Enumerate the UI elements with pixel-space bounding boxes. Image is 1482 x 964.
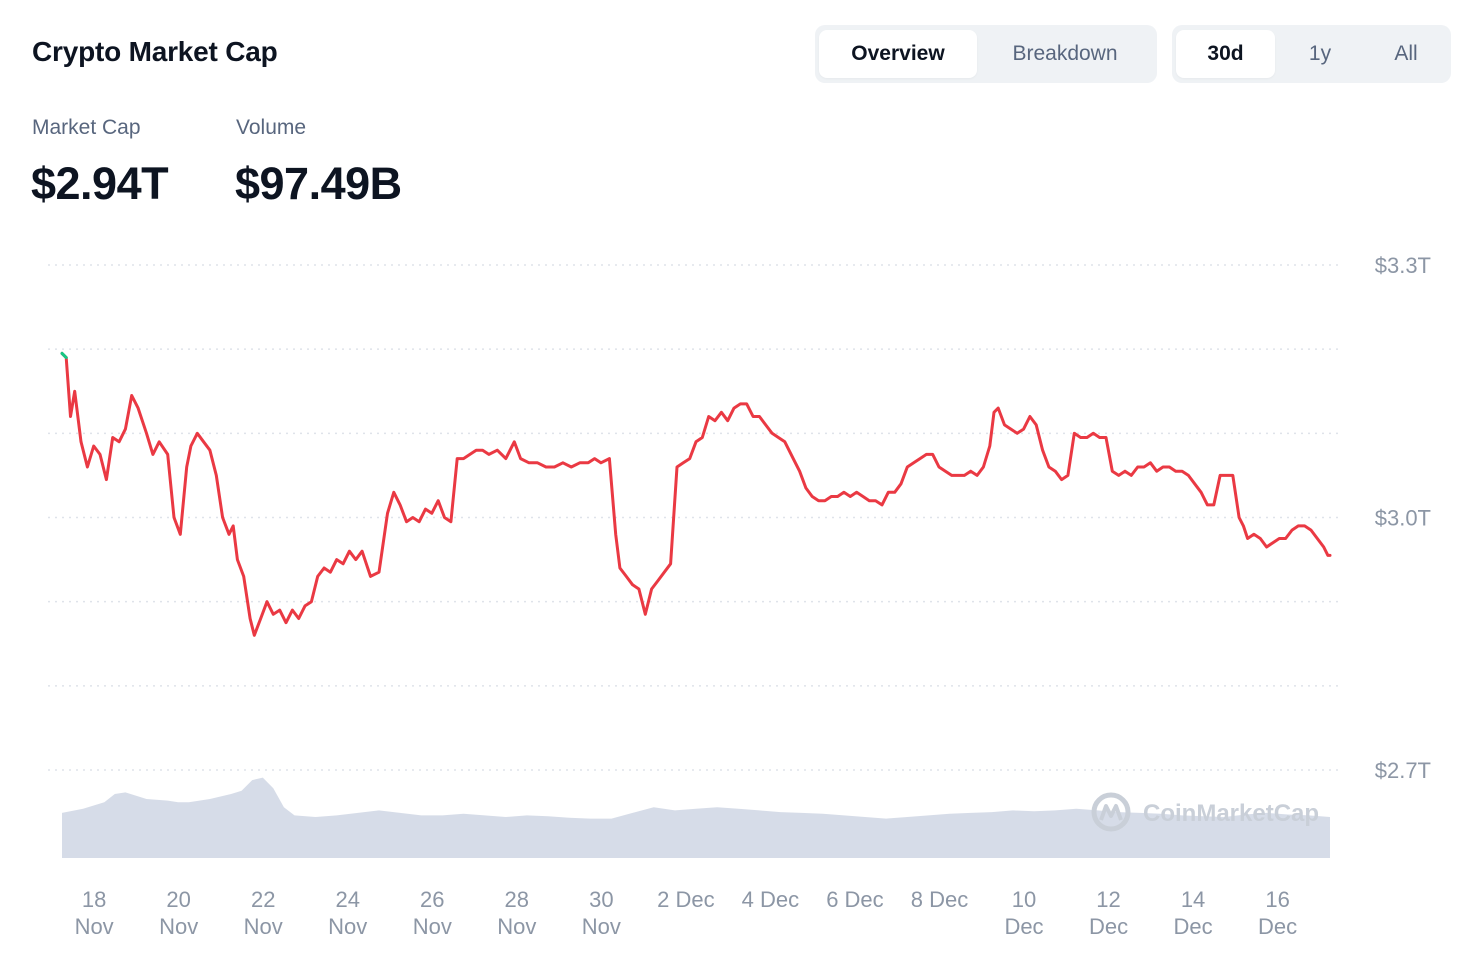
x-tick-sublabel: Dec: [1004, 914, 1043, 939]
price-line-start-segment: [60, 351, 68, 360]
x-tick-sublabel: Nov: [413, 914, 452, 939]
price-line-series: [60, 351, 1332, 637]
page-title: Crypto Market Cap: [32, 36, 278, 67]
x-tick-label: 4 Dec: [742, 887, 799, 912]
x-tick-sublabel: Nov: [75, 914, 114, 939]
tab-overview[interactable]: Overview: [819, 30, 977, 78]
x-tick-sublabel: Dec: [1174, 914, 1213, 939]
x-tick-label: 6 Dec: [826, 887, 883, 912]
x-tick-label: 28: [505, 887, 529, 912]
view-toggle: Overview Breakdown: [815, 25, 1157, 83]
volume-area-fill: [62, 777, 1330, 858]
market-cap-value: $2.94T: [31, 158, 169, 209]
x-tick-sublabel: Dec: [1089, 914, 1128, 939]
y-tick-label: $2.7T: [1375, 758, 1431, 783]
volume-area: [62, 777, 1330, 858]
volume-value: $97.49B: [235, 158, 402, 209]
x-tick-sublabel: Dec: [1258, 914, 1297, 939]
range-all-button[interactable]: All: [1394, 42, 1418, 65]
market-cap-line: [60, 351, 1332, 637]
y-tick-label: $3.0T: [1375, 506, 1431, 531]
x-tick-label: 26: [420, 887, 444, 912]
x-tick-label: 2 Dec: [657, 887, 714, 912]
market-cap-label: Market Cap: [32, 116, 141, 139]
x-tick-sublabel: Nov: [159, 914, 198, 939]
x-tick-label: 18: [82, 887, 106, 912]
watermark-text: CoinMarketCap: [1143, 800, 1319, 827]
tab-breakdown[interactable]: Breakdown: [1012, 42, 1118, 65]
x-tick-sublabel: Nov: [328, 914, 367, 939]
x-tick-label: 30: [589, 887, 613, 912]
x-tick-label: 24: [335, 887, 359, 912]
x-tick-label: 20: [166, 887, 190, 912]
volume-label: Volume: [236, 116, 307, 139]
x-tick-label: 16: [1265, 887, 1289, 912]
x-tick-sublabel: Nov: [582, 914, 621, 939]
x-tick-label: 22: [251, 887, 275, 912]
coinmarketcap-logo-icon: [1091, 792, 1131, 832]
x-tick-label: 12: [1096, 887, 1120, 912]
x-tick-label: 14: [1181, 887, 1205, 912]
coinmarketcap-watermark: CoinMarketCap: [1091, 792, 1319, 832]
x-tick-label: 10: [1012, 887, 1036, 912]
grid-lines: [48, 264, 1340, 771]
range-30d-button[interactable]: 30d: [1176, 30, 1275, 78]
x-tick-sublabel: Nov: [244, 914, 283, 939]
x-tick-label: 8 Dec: [911, 887, 968, 912]
y-tick-label: $3.3T: [1375, 253, 1431, 278]
y-axis-labels: $3.3T $3.0T $2.7T: [1375, 253, 1431, 783]
range-1y-button[interactable]: 1y: [1308, 42, 1332, 65]
range-toggle: 30d 1y All: [1172, 25, 1451, 83]
x-tick-sublabel: Nov: [497, 914, 536, 939]
